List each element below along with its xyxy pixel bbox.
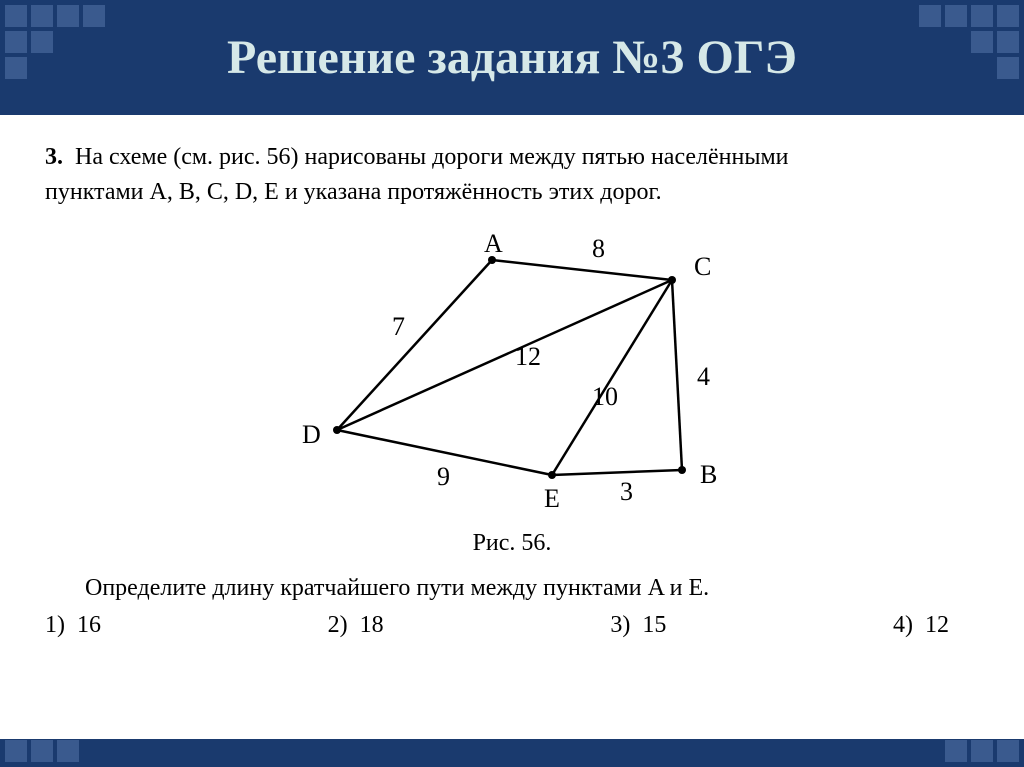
svg-text:9: 9 [437, 462, 450, 491]
figure-caption: Рис. 56. [45, 530, 979, 557]
answer-options: 1) 16 2) 18 3) 15 4) 12 [45, 612, 979, 639]
slide-header: Решение задания №3 ОГЭ [0, 0, 1024, 115]
svg-text:C: C [694, 252, 711, 281]
problem-text-1: На схеме (см. рис. 56) нарисованы дороги… [75, 144, 789, 170]
answer-2: 2) 18 [328, 612, 384, 639]
question-text: Определите длину кратчайшего пути между … [45, 575, 979, 602]
svg-text:7: 7 [392, 312, 405, 341]
answer-3: 3) 15 [610, 612, 666, 639]
slide-title: Решение задания №3 ОГЭ [0, 0, 1024, 115]
graph-diagram: 8 7 12 9 10 3 4 A C D E B [242, 225, 782, 525]
diagram-container: 8 7 12 9 10 3 4 A C D E B [45, 225, 979, 525]
answer-1: 1) 16 [45, 612, 101, 639]
slide-footer [0, 739, 1024, 767]
svg-text:10: 10 [592, 382, 618, 411]
svg-text:8: 8 [592, 234, 605, 263]
svg-text:E: E [544, 484, 560, 513]
problem-text-2: пунктами A, B, C, D, E и указана протяжё… [45, 175, 979, 210]
svg-text:4: 4 [697, 362, 710, 391]
problem-text: 3. На схеме (см. рис. 56) нарисованы доро… [45, 140, 979, 175]
svg-text:B: B [700, 460, 717, 489]
svg-text:A: A [484, 229, 503, 258]
problem-number: 3. [45, 144, 63, 170]
svg-text:D: D [302, 420, 321, 449]
svg-text:12: 12 [515, 342, 541, 371]
content-area: 3. На схеме (см. рис. 56) нарисованы доро… [0, 115, 1024, 639]
answer-4: 4) 12 [893, 612, 949, 639]
svg-text:3: 3 [620, 477, 633, 506]
